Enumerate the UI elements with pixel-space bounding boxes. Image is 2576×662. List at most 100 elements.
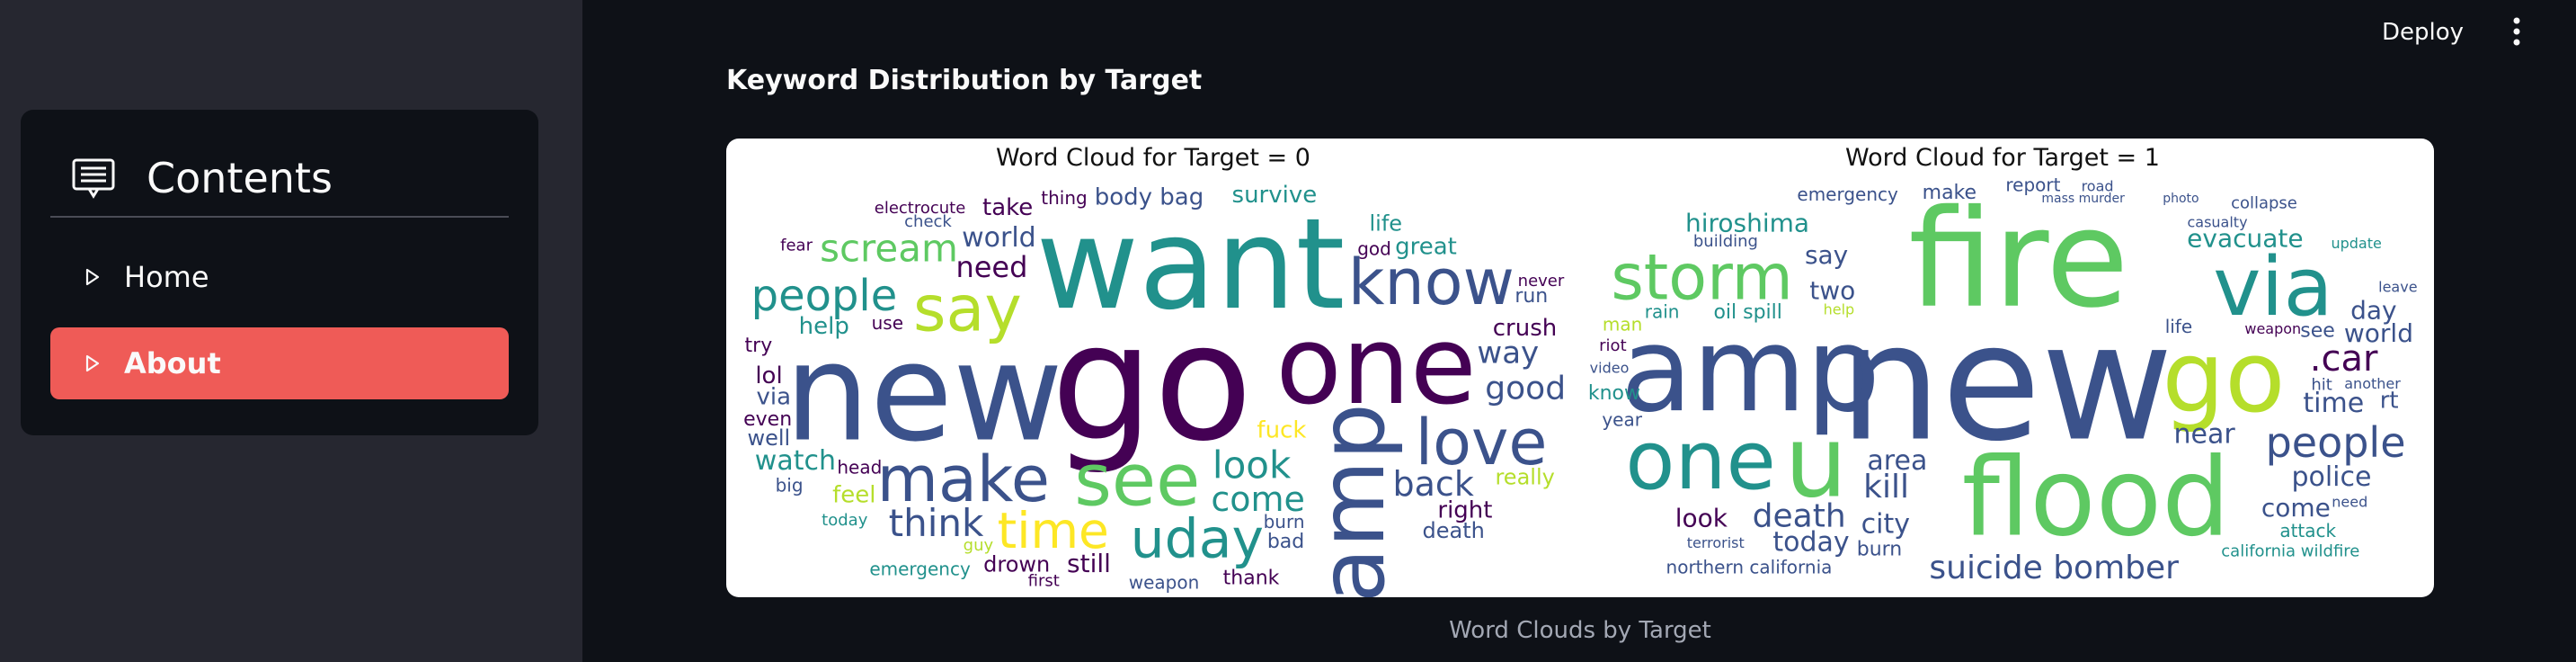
word-cloud-word: say [913, 272, 1022, 345]
word-cloud-word: guy [964, 536, 994, 555]
word-cloud-word: go [1051, 290, 1252, 478]
word-cloud-word: look [1675, 503, 1728, 532]
word-cloud-word: police [2291, 461, 2371, 493]
word-cloud-word: life [2165, 316, 2192, 337]
play-outline-icon [85, 268, 100, 286]
word-cloud-word: emergency [869, 559, 971, 580]
word-cloud-word: leave [2378, 278, 2417, 295]
toc-header: Contents [71, 142, 333, 214]
word-cloud-word: help [1824, 300, 1855, 318]
word-cloud-word: uday [1131, 507, 1264, 570]
word-cloud-word: evacuate [2187, 224, 2303, 254]
word-cloud-word: need [2332, 493, 2367, 510]
word-cloud-word: love [1416, 406, 1548, 479]
word-cloud-word: crush [1493, 315, 1558, 342]
word-cloud-word: video [1590, 360, 1630, 377]
word-cloud-word: survive [1232, 182, 1318, 209]
word-cloud-word: well [747, 425, 790, 451]
word-cloud-word: attack [2279, 520, 2336, 541]
word-cloud-word: road [2082, 178, 2114, 195]
word-cloud-word: time [2303, 388, 2364, 419]
sidebar-item-home[interactable]: Home [50, 241, 509, 313]
word-cloud-word: electrocute [875, 199, 966, 218]
sidebar-item-about[interactable]: About [50, 327, 509, 399]
deploy-button[interactable]: Deploy [2382, 19, 2465, 46]
word-cloud-word: rt [2380, 388, 2399, 415]
word-cloud-word: today [822, 511, 868, 530]
word-cloud-word: great [1395, 234, 1457, 261]
word-cloud-word: body bag [1095, 183, 1204, 210]
word-cloud-word: mass murder [2041, 192, 2125, 206]
word-cloud-word: photo [2163, 192, 2198, 206]
word-cloud-word: northern california [1666, 556, 1833, 577]
word-cloud-word: world [962, 222, 1036, 254]
word-cloud-word: lol [755, 362, 782, 389]
word-cloud-word: use [872, 312, 903, 334]
word-cloud-word: big [776, 474, 804, 496]
word-cloud-word: people [2266, 418, 2406, 467]
panel-title-target-1: Word Cloud for Target = 1 [1845, 144, 2160, 172]
word-cloud-word: watch [755, 445, 836, 477]
word-cloud-word: god [1357, 237, 1391, 259]
word-cloud-word: near [2174, 419, 2236, 451]
word-cloud-target-1: newfireampfloodgouviaonestormpeople.cars… [1588, 174, 2418, 586]
word-cloud-word: new [1839, 290, 2173, 478]
document-list-icon [72, 158, 115, 199]
table-of-contents: Contents Home About [21, 110, 538, 435]
word-cloud-word: bad [1267, 531, 1304, 553]
word-cloud-word: fire [1908, 182, 2128, 338]
word-cloud-word: fear [780, 237, 813, 255]
word-cloud-word: flood [1962, 435, 2231, 560]
word-cloud-word: via [2213, 240, 2332, 335]
word-cloud-word: amp [1300, 403, 1405, 597]
word-cloud-word: death [1423, 518, 1485, 543]
word-cloud-word: right [1437, 497, 1492, 523]
word-cloud-word: death [1753, 498, 1846, 535]
word-cloud-word: area [1867, 445, 1927, 477]
word-cloud-word: never [1518, 272, 1565, 291]
word-cloud-word: even [743, 408, 792, 431]
word-cloud-word: way [1477, 335, 1539, 371]
word-cloud-word: one [1275, 304, 1476, 429]
word-cloud-word: collapse [2231, 194, 2297, 213]
word-cloud-word: burn [1857, 538, 1903, 560]
word-cloud-word: know [1348, 246, 1515, 319]
word-cloud-word: update [2331, 235, 2381, 252]
word-cloud-word: look [1212, 443, 1292, 488]
sidebar-item-label: Home [124, 260, 209, 294]
word-cloud-word: riot [1599, 336, 1626, 355]
section-title: Keyword Distribution by Target [726, 65, 1203, 96]
word-cloud-word: another [2344, 375, 2401, 392]
sidebar-item-label: About [124, 346, 221, 380]
word-cloud-word: one [1625, 414, 1775, 508]
word-cloud-word: world [2344, 318, 2413, 348]
word-cloud-word: life [1370, 211, 1403, 237]
word-cloud-word: year [1602, 408, 1642, 430]
word-cloud-word: fuck [1257, 416, 1306, 443]
word-cloud-word: hiroshima [1685, 209, 1809, 238]
panel-title-target-0: Word Cloud for Target = 0 [996, 144, 1310, 172]
word-cloud-word: weapon [1129, 572, 1200, 594]
word-cloud-word: storm [1611, 240, 1792, 314]
word-cloud-word: want [1036, 192, 1346, 338]
word-cloud-word: feel [832, 482, 875, 509]
word-cloud-word: weapon [2244, 320, 2301, 337]
word-cloud-word: kill [1863, 469, 1909, 505]
word-cloud-word: really [1495, 465, 1554, 490]
word-cloud-word: try [745, 335, 773, 357]
word-cloud-word: amp [1621, 301, 1880, 438]
word-cloud-word: u [1785, 405, 1848, 520]
word-cloud-word: new [785, 315, 1063, 471]
word-cloud-word: make [877, 443, 1050, 516]
word-cloud-word: building [1693, 232, 1758, 251]
play-outline-icon [85, 354, 100, 372]
word-cloud-word: thank [1223, 567, 1280, 589]
kebab-menu-icon[interactable] [2508, 16, 2526, 47]
word-cloud-word: man [1603, 313, 1642, 335]
word-cloud-word: today [1772, 527, 1849, 559]
word-cloud-word: rain [1645, 300, 1680, 322]
word-cloud-word: run [1515, 285, 1548, 308]
word-cloud-word: drown [983, 551, 1050, 577]
word-cloud-word: come [1211, 479, 1305, 519]
